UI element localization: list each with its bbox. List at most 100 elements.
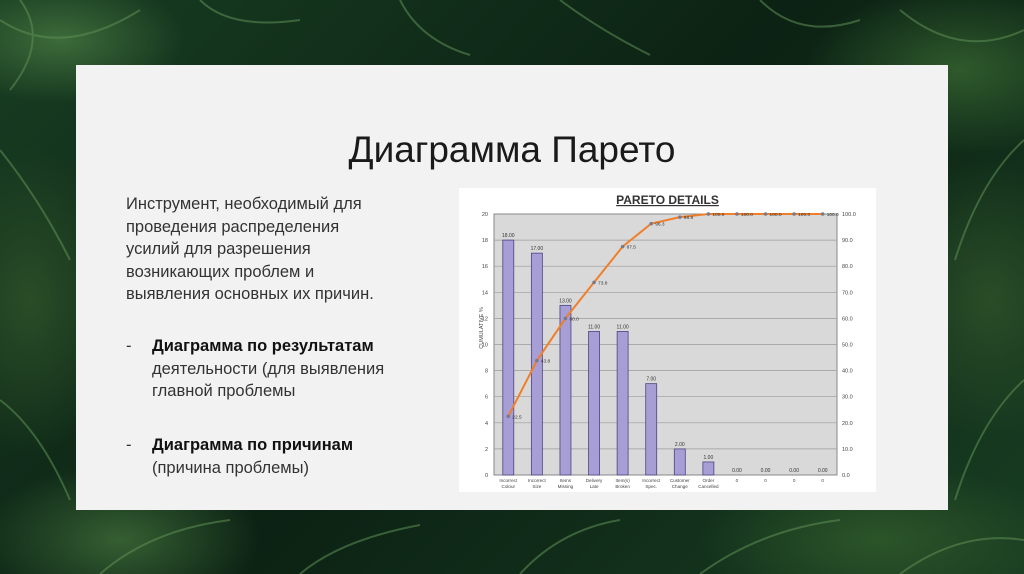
right-tick-label: 60.0: [842, 316, 853, 322]
bullet-dash: -: [126, 436, 132, 454]
cumulative-line: [507, 213, 823, 417]
right-tick-label: 100.0: [842, 212, 856, 218]
x-tick-label: Late: [590, 484, 599, 489]
pareto-chart: PARETO DETAILS 0 2 4 6 8 10 12 14 16 18 20 0.0 10.0 20…: [459, 188, 876, 492]
right-tick-label: 80.0: [842, 264, 853, 270]
cumulative-value-label: 100.0: [770, 212, 782, 218]
left-tick-label: 12: [482, 316, 488, 322]
right-tick-label: 50.0: [842, 343, 853, 349]
x-tick-label: Order: [703, 478, 715, 483]
right-tick-label: 20.0: [842, 421, 853, 427]
right-tick-label: 70.0: [842, 290, 853, 296]
x-tick-label: Incorrect: [528, 478, 547, 483]
bar: [673, 448, 686, 476]
cumulative-value-label: 22.5: [512, 414, 522, 420]
cumulative-point: [649, 221, 654, 226]
cumulative-value-label: 100.0: [798, 212, 810, 218]
bar-value-label: 0.00: [761, 468, 771, 474]
bar: [530, 252, 543, 476]
cumulative-value-label: 87.5: [627, 245, 637, 251]
cumulative-point: [563, 316, 568, 321]
bar-value-label: 18.00: [502, 233, 515, 239]
x-tick-label: Delivery: [586, 478, 603, 483]
bar: [616, 331, 629, 476]
cumulative-point: [620, 244, 625, 249]
bullet-results-text: деятельности (для выявления главной проб…: [152, 359, 385, 401]
cumulative-value-label: 96.3: [655, 222, 665, 228]
cumulative-point: [735, 212, 739, 216]
bar-value-label: 2.00: [675, 442, 685, 448]
x-tick-label: Colour: [502, 484, 516, 489]
intro-paragraph: Инструмент, необходимый для проведения р…: [126, 195, 374, 303]
x-tick-label: Missing: [558, 484, 574, 489]
chart-title: PARETO DETAILS: [616, 193, 719, 207]
cumulative-point: [677, 215, 682, 219]
cumulative-value-label: 43.8: [541, 359, 551, 365]
x-tick-label: Customer: [670, 478, 690, 483]
left-tick-label: 8: [485, 369, 488, 375]
x-tick-label: 0: [793, 478, 796, 483]
bar: [588, 331, 600, 476]
x-tick-label: Broken: [615, 484, 630, 489]
right-tick-label: 10.0: [842, 447, 853, 453]
left-tick-label: 10: [482, 343, 488, 349]
x-tick-label: Items: [560, 478, 572, 483]
cumulative-point: [535, 358, 539, 363]
x-tick-label: Size: [532, 484, 541, 489]
cumulative-point: [506, 414, 511, 419]
right-tick-label: 30.0: [842, 395, 853, 401]
bullet-causes-bold: Диаграмма по причинам: [152, 436, 354, 454]
bar-value-label: 11.00: [617, 324, 629, 330]
bar: [559, 304, 572, 476]
bar-value-label: 17.00: [531, 246, 544, 252]
right-tick-label: 90.0: [842, 238, 853, 244]
cumulative-point: [763, 212, 768, 216]
x-tick-label: Change: [672, 484, 689, 489]
left-tick-label: 18: [482, 238, 488, 244]
bar-value-label: 0.00: [789, 468, 799, 474]
pareto-chart-svg: PARETO DETAILS 0 2 4 6 8 10 12 14 16 18 20 0.0 10.0 20…: [479, 193, 856, 489]
bar-value-label: 13.00: [559, 298, 572, 304]
x-tick-label: Spec.: [645, 484, 657, 489]
x-tick-label: 0: [764, 478, 767, 483]
left-tick-label: 6: [485, 395, 488, 401]
left-tick-label: 14: [482, 290, 488, 296]
bullet-dash: -: [126, 337, 132, 355]
left-tick-label: 20: [482, 212, 488, 218]
bar-value-label: 11.00: [588, 324, 600, 330]
bullet-results-bold: Диаграмма по результатам: [152, 337, 374, 355]
bar: [645, 383, 658, 476]
x-tick-label: 0: [736, 478, 739, 483]
cumulative-value-label: 73.8: [598, 280, 608, 286]
cumulative-point: [706, 212, 711, 216]
x-tick-label: Incorrect: [499, 478, 518, 483]
right-tick-label: 0.0: [842, 473, 850, 479]
bullet-results: - Диаграмма по результатам деятельности …: [126, 335, 406, 403]
x-tick-label: Item(s): [615, 478, 630, 483]
left-tick-label: 0: [485, 473, 488, 479]
y-axis-label: CUMULATIVE %: [479, 307, 485, 349]
right-tick-label: 40.0: [842, 369, 853, 375]
bar: [502, 239, 515, 476]
bar-value-label: 0.00: [732, 468, 742, 474]
x-tick-label: 0: [821, 478, 824, 483]
bar-value-label: 7.00: [646, 377, 656, 383]
x-tick-label: Incorrect: [642, 478, 661, 483]
x-tick-label: Cancelled: [698, 484, 719, 489]
bullet-causes: - Диаграмма по причинам (причина проблем…: [126, 434, 406, 479]
left-tick-label: 16: [482, 264, 488, 270]
cumulative-point: [592, 280, 596, 285]
cumulative-point: [820, 212, 825, 216]
slide-title: Диаграмма Парето: [348, 129, 676, 170]
left-tick-label: 2: [485, 447, 488, 453]
cumulative-value-label: 60.0: [569, 316, 579, 322]
cumulative-point: [792, 212, 796, 216]
cumulative-value-label: 98.8: [684, 215, 694, 221]
cumulative-value-label: 100.0: [712, 212, 724, 218]
bar-value-label: 1.00: [704, 455, 714, 461]
left-tick-label: 4: [485, 421, 488, 427]
bar-value-label: 0.00: [818, 468, 828, 474]
cumulative-value-label: 100.0: [741, 212, 753, 218]
cumulative-value-label: 100.0: [827, 212, 839, 218]
